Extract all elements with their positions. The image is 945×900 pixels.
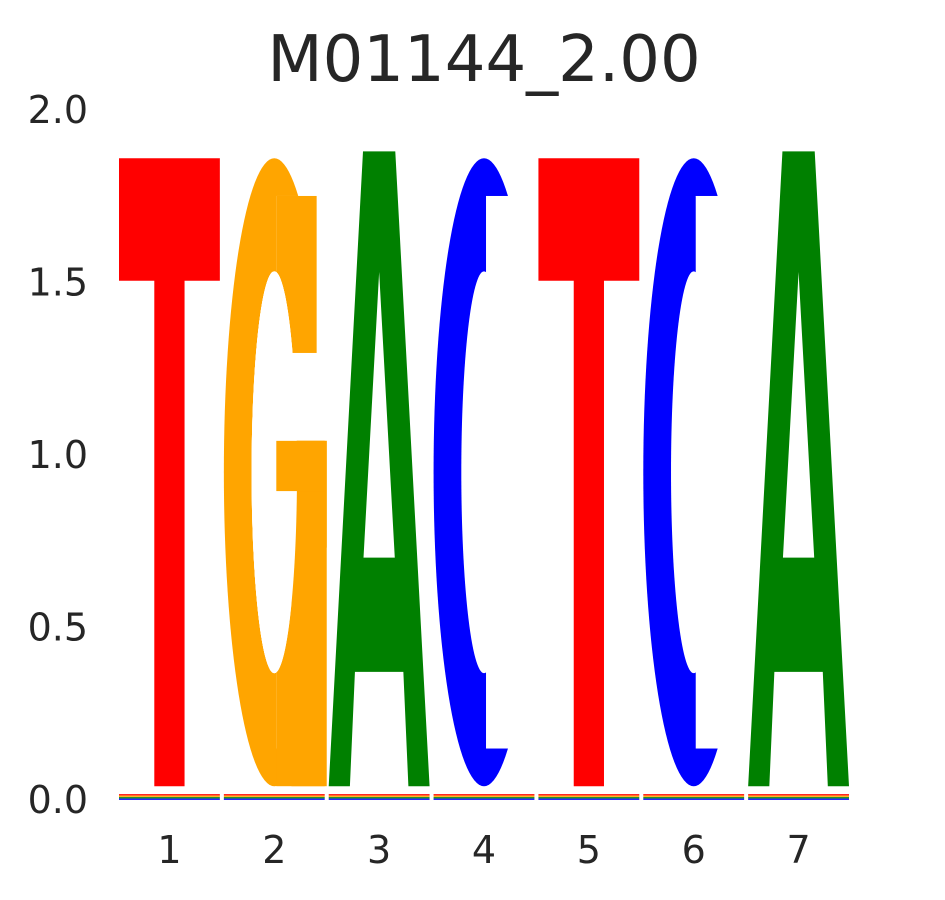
- baseline-residue-mark: [328, 798, 430, 800]
- baseline-residue-mark: [433, 798, 535, 800]
- baseline-residue-mark: [643, 794, 745, 796]
- baseline-residue-mark: [538, 797, 640, 799]
- baseline-residue-mark: [328, 797, 430, 799]
- baseline-residue-mark: [433, 795, 535, 797]
- baseline-residue-mark: [223, 797, 325, 799]
- y-axis-ticks: 0.0 0.5 1.0 1.5 2.0: [28, 88, 88, 822]
- baseline-residue-mark: [643, 798, 745, 800]
- baseline-residue-mark: [643, 797, 745, 799]
- y-tick-label: 0.0: [28, 778, 88, 822]
- x-tick-label: 6: [682, 828, 706, 872]
- baseline-residue-mark: [119, 795, 220, 797]
- logo-letter-C: [643, 158, 747, 787]
- logo-letter-A: [328, 151, 430, 787]
- baseline-residue-mark: [223, 794, 325, 796]
- x-tick-label: 5: [577, 828, 601, 872]
- x-tick-label: 1: [157, 828, 181, 872]
- y-tick-label: 1.5: [28, 261, 88, 305]
- baseline-residue-mark: [223, 795, 325, 797]
- logo-letter-T: [119, 158, 220, 787]
- y-tick-label: 0.5: [28, 606, 88, 650]
- x-tick-label: 2: [262, 828, 286, 872]
- chart-title: M01144_2.00: [267, 23, 701, 97]
- y-tick-label: 1.0: [28, 433, 88, 477]
- baseline-residue-mark: [433, 797, 535, 799]
- x-tick-label: 7: [786, 828, 810, 872]
- baseline-residue-mark: [223, 798, 325, 800]
- baseline-residue: [119, 794, 849, 800]
- y-tick-label: 2.0: [28, 88, 88, 132]
- logo-letter-C: [433, 158, 537, 787]
- baseline-residue-mark: [538, 794, 640, 796]
- x-tick-label: 4: [472, 828, 496, 872]
- logo-letters: [119, 151, 849, 787]
- baseline-residue-mark: [119, 797, 220, 799]
- baseline-residue-mark: [538, 795, 640, 797]
- x-axis-ticks: 1 2 3 4 5 6 7: [157, 828, 810, 872]
- baseline-residue-mark: [748, 795, 849, 797]
- baseline-residue-mark: [119, 794, 220, 796]
- logo-letter-A: [748, 151, 849, 787]
- logo-letter-G: [223, 158, 327, 787]
- baseline-residue-mark: [748, 794, 849, 796]
- baseline-residue-mark: [119, 798, 220, 800]
- baseline-residue-mark: [328, 795, 430, 797]
- baseline-residue-mark: [538, 798, 640, 800]
- baseline-residue-mark: [328, 794, 430, 796]
- x-tick-label: 3: [367, 828, 391, 872]
- baseline-residue-mark: [748, 798, 849, 800]
- logo-letter-T: [538, 158, 640, 787]
- baseline-residue-mark: [643, 795, 745, 797]
- baseline-residue-mark: [748, 797, 849, 799]
- baseline-residue-mark: [433, 794, 535, 796]
